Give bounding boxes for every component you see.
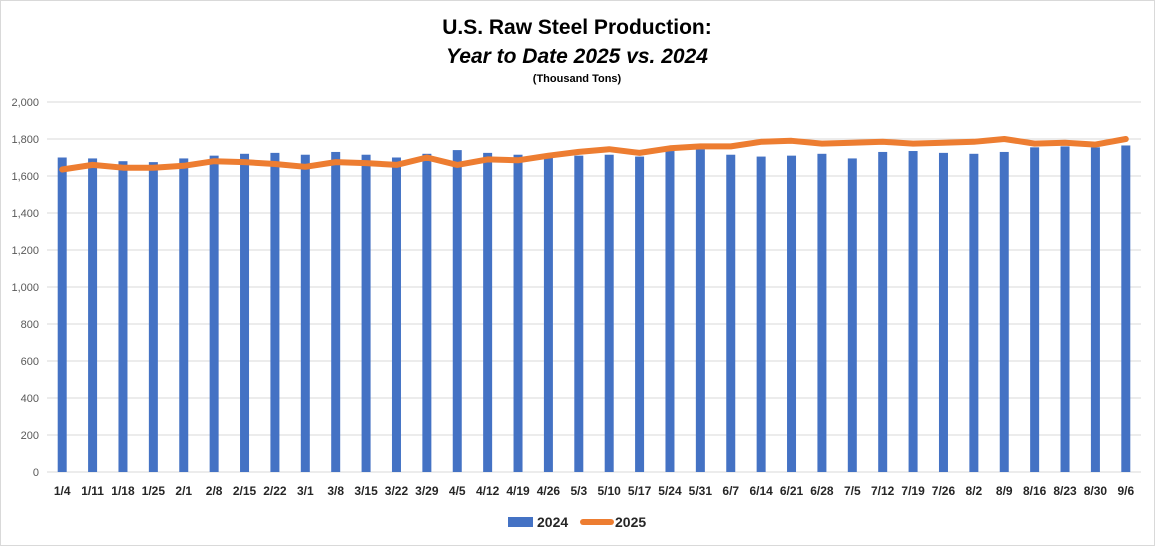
bar-2024: [847, 158, 857, 473]
y-tick-label: 600: [21, 356, 39, 368]
bar-2024: [513, 154, 523, 472]
bar-2024: [1030, 147, 1040, 472]
x-tick-label: 2/15: [233, 484, 257, 498]
x-tick-label: 8/9: [996, 484, 1013, 498]
bar-2024: [938, 152, 948, 472]
bar-2024: [422, 153, 432, 473]
y-tick-label: 1,200: [11, 245, 39, 257]
bar-2024: [88, 158, 98, 473]
y-tick-label: 1,000: [11, 282, 39, 294]
bar-2024: [726, 154, 736, 472]
y-tick-label: 0: [33, 467, 39, 479]
y-tick-label: 200: [21, 430, 39, 442]
chart-title: U.S. Raw Steel Production:: [442, 16, 712, 39]
bar-2024: [300, 154, 310, 472]
x-tick-label: 6/7: [722, 484, 739, 498]
bar-2024: [391, 157, 401, 472]
x-tick-label: 5/17: [628, 484, 652, 498]
bar-2024: [665, 151, 675, 472]
x-tick-label: 8/23: [1053, 484, 1077, 498]
x-tick-label: 8/16: [1023, 484, 1047, 498]
x-tick-label: 3/1: [297, 484, 314, 498]
x-tick-label: 7/5: [844, 484, 861, 498]
x-tick-label: 3/29: [415, 484, 439, 498]
x-tick-label: 2/1: [175, 484, 192, 498]
x-tick-label: 8/30: [1084, 484, 1108, 498]
x-tick-label: 1/11: [81, 484, 104, 498]
bar-2024: [361, 154, 371, 472]
gridlines: [47, 101, 1141, 473]
bar-2024: [209, 155, 219, 472]
x-tick-label: 3/15: [354, 484, 378, 498]
x-tick-label: 7/19: [901, 484, 925, 498]
x-tick-label: 4/12: [476, 484, 500, 498]
bar-2024: [878, 151, 888, 472]
y-tick-label: 1,400: [11, 208, 39, 220]
bar-2024: [635, 156, 645, 472]
x-tick-label: 6/14: [749, 484, 773, 498]
y-axis-ticks: 0 200 400 600 800 1,000 1,200 1,400 1,600 1,800 2,…: [11, 97, 39, 479]
bar-2024: [1090, 147, 1100, 472]
bar-2024: [695, 149, 705, 473]
x-tick-label: 4/26: [537, 484, 561, 498]
y-tick-label: 1,600: [11, 171, 39, 183]
legend-label-2025: 2025: [615, 514, 646, 530]
x-tick-label: 7/26: [932, 484, 956, 498]
bar-2024: [604, 154, 614, 472]
bar-2024: [756, 156, 766, 472]
bar-2024: [331, 151, 341, 472]
x-tick-label: 3/8: [327, 484, 344, 498]
bar-2024: [483, 152, 493, 472]
bar-2024: [270, 152, 280, 472]
bar-2024: [787, 155, 797, 472]
bar-2024: [452, 150, 462, 472]
bar-2024: [574, 155, 584, 472]
x-tick-label: 2/8: [206, 484, 223, 498]
y-tick-label: 400: [21, 393, 39, 405]
x-tick-label: 2/22: [263, 484, 287, 498]
x-tick-label: 5/3: [570, 484, 587, 498]
x-tick-label: 4/19: [506, 484, 530, 498]
x-tick-label: 5/31: [689, 484, 713, 498]
bar-2024: [57, 157, 67, 472]
line-2025: [59, 136, 1129, 173]
bar-2024: [1121, 145, 1131, 472]
y-tick-label: 1,800: [11, 134, 39, 146]
bar-2024: [240, 153, 250, 473]
chart-unit-label: (Thousand Tons): [533, 73, 622, 85]
y-tick-label: 800: [21, 319, 39, 331]
legend-swatch-2024: [508, 517, 533, 527]
x-tick-label: 7/12: [871, 484, 895, 498]
y-tick-label: 2,000: [11, 97, 39, 109]
x-tick-label: 6/28: [810, 484, 834, 498]
bar-2024: [817, 153, 827, 473]
bar-2024: [1060, 146, 1070, 472]
bar-2024: [118, 161, 128, 472]
series-line-2025: [59, 136, 1129, 173]
bar-2024: [999, 151, 1009, 472]
x-tick-label: 5/24: [658, 484, 682, 498]
bar-2024: [543, 157, 553, 472]
x-tick-label: 8/2: [966, 484, 983, 498]
bar-2024: [908, 151, 918, 472]
legend: 2024 2025: [508, 514, 646, 530]
bar-2024: [148, 162, 158, 472]
bar-2024: [179, 158, 189, 473]
x-tick-label: 4/5: [449, 484, 466, 498]
legend-label-2024: 2024: [537, 514, 568, 530]
x-tick-label: 3/22: [385, 484, 409, 498]
chart-subtitle: Year to Date 2025 vs. 2024: [446, 45, 708, 68]
x-tick-label: 1/25: [142, 484, 166, 498]
x-axis-ticks: 1/4 1/11 1/18 1/25 2/1 2/8 2/15 2/22 3/1 3/8 3/15 3…: [54, 484, 1135, 498]
bar-2024: [969, 153, 979, 473]
bars-2024: [57, 145, 1131, 473]
x-tick-label: 1/4: [54, 484, 71, 498]
x-tick-label: 5/10: [598, 484, 622, 498]
x-tick-label: 1/18: [111, 484, 135, 498]
x-tick-label: 9/6: [1117, 484, 1134, 498]
x-tick-label: 6/21: [780, 484, 804, 498]
